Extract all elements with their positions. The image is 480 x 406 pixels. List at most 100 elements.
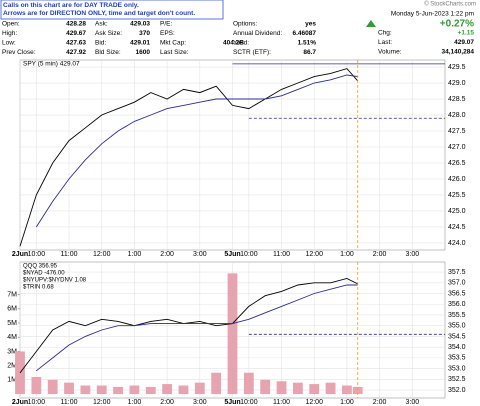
- x-tick-label: 1:00: [128, 251, 142, 258]
- y-tick-label: 356.0: [448, 301, 466, 308]
- x-tick-label: 1:00: [128, 399, 142, 406]
- quote-label: Mkt Cap:: [160, 40, 186, 47]
- x-tick-label: 11:00: [273, 251, 290, 258]
- x-tick-label: 11:00: [61, 251, 78, 258]
- x-tick-label: 12:00: [93, 251, 111, 258]
- quote-value: yes: [305, 21, 316, 28]
- change-pct: +0.27%: [440, 19, 474, 30]
- x-tick-label: 10:00: [28, 251, 46, 258]
- x-tick-label: 3:00: [193, 399, 207, 406]
- y-tick-label: 428.0: [448, 112, 466, 119]
- y-tick-label: 356.5: [448, 290, 466, 297]
- volume-bar: [96, 385, 107, 395]
- volume-bar: [129, 385, 140, 395]
- quote-value: 1.51%: [298, 40, 317, 47]
- y-tick-label: 357.0: [448, 280, 466, 287]
- quote-value: 1600: [136, 49, 151, 56]
- chart-title: $NYUPV:$NYDNV 1.08: [23, 278, 87, 284]
- quote-label: Bid:: [95, 40, 106, 47]
- x-tick-label: 3:00: [193, 251, 207, 258]
- y-tick-label: 354.5: [448, 333, 466, 340]
- x-tick-label: 12:00: [93, 399, 111, 406]
- note-box: [0, 0, 224, 20]
- volume-bar: [31, 376, 42, 395]
- volume-bar: [211, 372, 222, 395]
- volume-bar: [309, 384, 320, 395]
- x-tick-label: 12:00: [305, 251, 323, 258]
- x-tick-label: 2Jun: [12, 251, 28, 258]
- y-tick-label: 352.0: [448, 387, 466, 394]
- volume-bar: [194, 382, 205, 395]
- x-tick-label: 3:00: [405, 399, 419, 406]
- y-tick-label: 354.0: [448, 344, 466, 351]
- x-tick-label: 1:00: [340, 399, 354, 406]
- y-tick-label: 6M: [7, 306, 17, 313]
- y-tick-label: 427.0: [448, 144, 466, 151]
- quote-value: 429.03: [130, 21, 150, 28]
- quote-value: 370: [139, 30, 150, 37]
- volume-bar: [292, 382, 303, 395]
- x-tick-label: 2Jun: [12, 399, 28, 406]
- summary-value: 34,140,284: [441, 49, 474, 56]
- quote-label: Low:: [2, 40, 16, 47]
- volume-bar: [325, 382, 336, 395]
- volume-bar: [162, 384, 173, 395]
- quote-value: 86.7: [303, 49, 316, 56]
- x-tick-label: 3:00: [405, 251, 419, 258]
- y-tick-label: 355.0: [448, 323, 466, 330]
- price-line: [19, 278, 358, 374]
- volume-bar: [352, 386, 363, 395]
- y-tick-label: 353.5: [448, 355, 466, 362]
- volume-bar: [276, 381, 287, 395]
- volume-bar: [47, 379, 58, 395]
- y-tick-label: 425.5: [448, 192, 466, 199]
- y-tick-label: 429.5: [448, 64, 466, 71]
- up-arrow: [366, 20, 376, 27]
- summary-label: Chg:: [378, 30, 392, 37]
- x-tick-label: 12:00: [305, 399, 323, 406]
- chart-title: $TRIN 0.68: [23, 285, 54, 291]
- y-tick-label: 429.0: [448, 80, 466, 87]
- price-line: [19, 68, 359, 247]
- x-tick-label: 2:00: [373, 251, 387, 258]
- volume-bar: [64, 382, 74, 395]
- quote-date: Monday 5-Jun-2023 1:22 pm: [391, 11, 474, 18]
- y-tick-label: 427.5: [448, 128, 466, 135]
- quote-label: EPS:: [160, 30, 175, 37]
- quote-label: Bld Size:: [95, 49, 121, 56]
- y-tick-label: 4M: [7, 334, 17, 341]
- x-tick-label: 11:00: [61, 399, 78, 406]
- volume-bar: [113, 386, 123, 395]
- quote-label: High:: [2, 30, 17, 37]
- chart-title: $NYAD -476.00: [23, 271, 65, 277]
- quote-value: 429.67: [66, 30, 86, 37]
- y-tick-label: 2M: [7, 362, 17, 369]
- quote-label: Yield:: [233, 40, 249, 47]
- chart-title: QQQ 356.95: [23, 264, 58, 270]
- summary-label: Last:: [378, 39, 392, 46]
- y-tick-label: 424.5: [448, 224, 466, 231]
- volume-bar: [178, 385, 189, 395]
- y-tick-label: 428.5: [448, 96, 466, 103]
- x-tick-label: 5Jun: [224, 399, 240, 406]
- quote-value: 429.01: [130, 40, 150, 47]
- y-tick-label: 357.5: [448, 269, 466, 276]
- watermark: © StockCharts.com: [424, 1, 476, 8]
- y-tick-label: 426.0: [448, 176, 466, 183]
- quote-label: Options:: [233, 21, 257, 28]
- volume-bar: [145, 386, 156, 395]
- x-tick-label: 2:00: [160, 399, 174, 406]
- quote-value: 404.2B: [223, 40, 244, 47]
- volume-bar: [243, 372, 254, 395]
- y-tick-label: 3M: [7, 348, 17, 355]
- y-tick-label: 5M: [7, 320, 17, 327]
- x-tick-label: 2:00: [373, 399, 387, 406]
- quote-label: Annual Dividend:: [233, 30, 282, 37]
- quote-label: Open:: [2, 21, 20, 28]
- y-tick-label: 424.0: [448, 240, 466, 247]
- volume-bar: [80, 385, 91, 395]
- quote-value: 427.92: [66, 49, 86, 56]
- summary-value: 429.07: [454, 39, 474, 46]
- quote-label: Ask:: [95, 21, 108, 28]
